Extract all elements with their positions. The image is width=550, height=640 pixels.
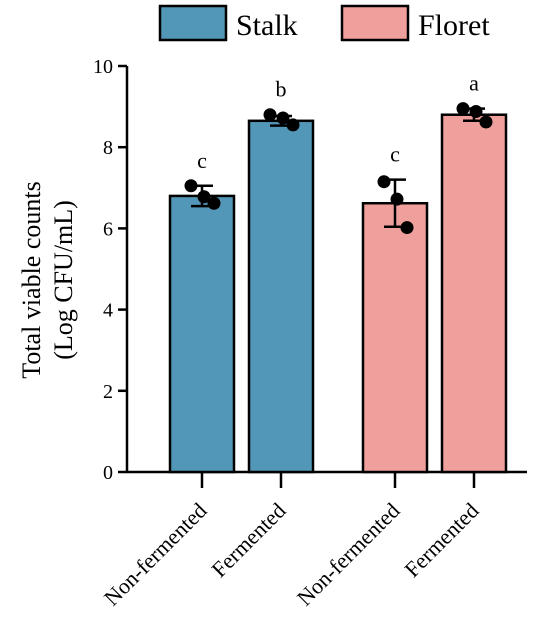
significance-letters: c b c a (197, 71, 479, 173)
data-point (377, 175, 391, 189)
legend-label-stalk: Stalk (236, 9, 298, 42)
data-point (479, 115, 493, 129)
significance-letter: c (197, 148, 207, 173)
y-tick-label: 6 (103, 218, 113, 240)
y-tick-label: 4 (103, 300, 113, 322)
data-point (197, 190, 211, 204)
data-point (456, 102, 470, 116)
legend-swatch-stalk (158, 4, 228, 42)
legend-swatch-floret (340, 4, 410, 42)
significance-letter: a (469, 71, 479, 96)
y-tick-labels: 0 2 4 6 8 10 (93, 56, 113, 484)
data-point (263, 108, 277, 122)
x-tick-label: Non-fermented (99, 498, 212, 611)
legend: Stalk Floret (158, 4, 490, 42)
x-tick-label: Fermented (206, 498, 290, 582)
significance-letter: b (276, 77, 287, 102)
y-tick-label: 2 (103, 381, 113, 403)
bar (440, 113, 508, 474)
data-point (276, 111, 290, 125)
bar (247, 119, 315, 474)
bar (168, 194, 236, 474)
data-point (184, 179, 198, 193)
y-axis-title-line2: (Log CFU/mL) (49, 200, 78, 360)
y-tick-label: 8 (103, 137, 113, 159)
data-point (286, 118, 300, 132)
y-tick-label: 0 (103, 462, 113, 484)
data-point (390, 192, 404, 206)
data-point (469, 104, 483, 118)
data-point (207, 196, 221, 210)
y-axis-title: Total viable counts (Log CFU/mL) (17, 181, 78, 378)
x-tick-labels: Non-fermented Fermented Non-fermented Fe… (99, 498, 484, 611)
y-tick-label: 10 (93, 56, 113, 78)
legend-label-floret: Floret (418, 9, 490, 42)
y-axis-title-line1: Total viable counts (17, 181, 46, 378)
plot-area (118, 64, 527, 488)
significance-letter: c (390, 142, 400, 167)
bar (361, 201, 429, 474)
data-point (400, 221, 414, 235)
x-tick-label: Non-fermented (292, 498, 405, 611)
x-tick-label: Fermented (399, 498, 483, 582)
